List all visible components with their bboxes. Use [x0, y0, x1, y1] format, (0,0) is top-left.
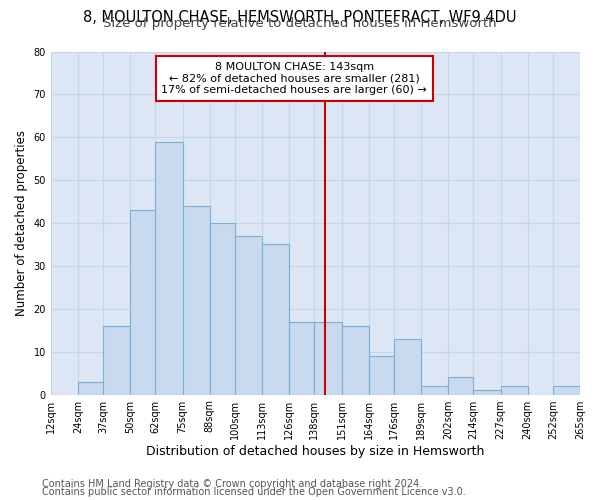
Bar [369, 356, 394, 395]
Bar [500, 386, 528, 394]
Bar [262, 244, 289, 394]
Bar [394, 339, 421, 394]
Y-axis label: Number of detached properties: Number of detached properties [15, 130, 28, 316]
Bar [235, 236, 262, 394]
Bar [130, 210, 155, 394]
Bar [314, 322, 341, 394]
Bar [182, 206, 210, 394]
Text: Size of property relative to detached houses in Hemsworth: Size of property relative to detached ho… [103, 18, 497, 30]
Bar [553, 386, 580, 394]
Bar [448, 378, 473, 394]
Text: Contains HM Land Registry data © Crown copyright and database right 2024.: Contains HM Land Registry data © Crown c… [42, 479, 422, 489]
Bar [210, 223, 235, 394]
Bar [155, 142, 182, 394]
Text: 8, MOULTON CHASE, HEMSWORTH, PONTEFRACT, WF9 4DU: 8, MOULTON CHASE, HEMSWORTH, PONTEFRACT,… [83, 10, 517, 25]
Bar [78, 382, 103, 394]
Bar [341, 326, 369, 394]
Bar [103, 326, 130, 394]
Bar [289, 322, 314, 394]
Text: Contains public sector information licensed under the Open Government Licence v3: Contains public sector information licen… [42, 487, 466, 497]
Bar [421, 386, 448, 394]
Text: 8 MOULTON CHASE: 143sqm
← 82% of detached houses are smaller (281)
17% of semi-d: 8 MOULTON CHASE: 143sqm ← 82% of detache… [161, 62, 427, 95]
Bar [473, 390, 500, 394]
X-axis label: Distribution of detached houses by size in Hemsworth: Distribution of detached houses by size … [146, 444, 485, 458]
